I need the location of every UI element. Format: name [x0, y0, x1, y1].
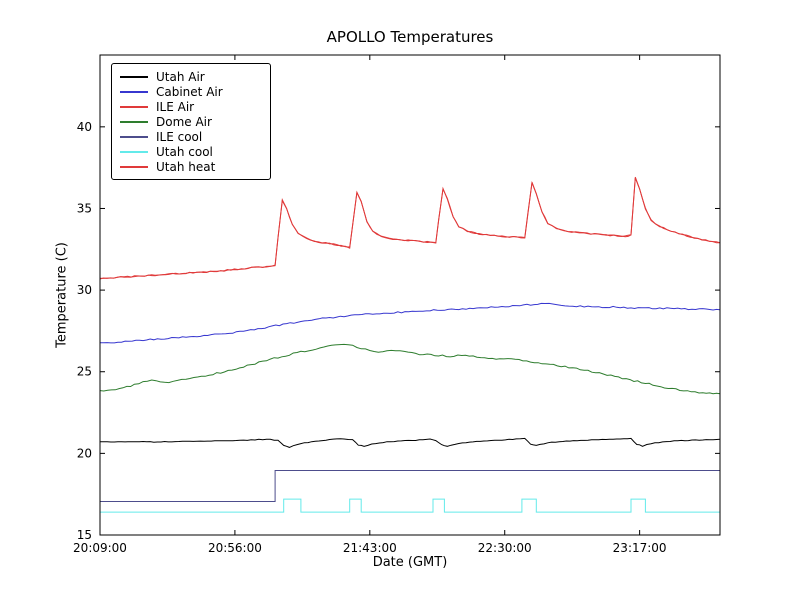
x-tick-label: 20:56:00 [208, 541, 262, 555]
legend-item-utah-cool: Utah cool [120, 144, 258, 159]
legend-label: Utah cool [156, 144, 213, 159]
y-tick-label: 20 [77, 446, 92, 460]
y-tick-label: 30 [77, 283, 92, 297]
legend-line-sample [120, 105, 148, 108]
x-axis-label: Date (GMT) [372, 555, 448, 570]
legend-item-ile-cool: ILE cool [120, 129, 258, 144]
legend-line-sample [120, 90, 148, 93]
plot-frame [99, 54, 721, 536]
y-tick-label: 35 [77, 201, 92, 215]
x-tick-label: 22:30:00 [478, 541, 532, 555]
legend-label: Dome Air [156, 114, 212, 129]
legend-line-sample [120, 165, 148, 168]
x-tick-label: 20:09:00 [73, 541, 127, 555]
y-tick-label: 40 [77, 120, 92, 134]
legend-item-utah-air: Utah Air [120, 69, 258, 84]
legend-item-dome-air: Dome Air [120, 114, 258, 129]
legend-item-ile-air: ILE Air [120, 99, 258, 114]
legend-label: ILE Air [156, 99, 195, 114]
series-utah-cool [100, 498, 720, 513]
legend-label: Utah Air [156, 69, 205, 84]
legend-label: Utah heat [156, 159, 216, 174]
series-ile-cool [100, 470, 720, 502]
chart-title: APOLLO Temperatures [326, 28, 494, 46]
x-tick-label: 23:17:00 [613, 541, 667, 555]
y-tick-label: 25 [77, 365, 92, 379]
legend-item-cabinet-air: Cabinet Air [120, 84, 258, 99]
series-dome-air [100, 343, 720, 395]
series-cabinet-air [100, 302, 720, 344]
legend-line-sample [120, 150, 148, 153]
legend: Utah Air Cabinet Air ILE Air Dome Air IL… [111, 63, 271, 180]
x-tick-label: 21:43:00 [343, 541, 397, 555]
legend-line-sample [120, 120, 148, 123]
y-tick-label: 15 [77, 528, 92, 542]
legend-line-sample [120, 75, 148, 78]
legend-label: ILE cool [156, 129, 203, 144]
series-utah-air [100, 437, 720, 448]
series-utah-heat [100, 176, 720, 280]
legend-label: Cabinet Air [156, 84, 223, 99]
legend-item-utah-heat: Utah heat [120, 159, 258, 174]
series-ile-air [100, 177, 720, 279]
y-axis-label: Temperature (C) [54, 242, 70, 348]
legend-line-sample [120, 135, 148, 138]
